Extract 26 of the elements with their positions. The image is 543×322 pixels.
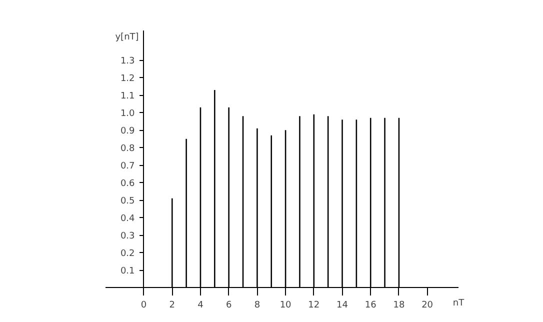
y-tick-label: 0.6 bbox=[120, 179, 136, 190]
y-tick-label: 0.7 bbox=[120, 162, 135, 172]
x-tick-label: 12 bbox=[308, 300, 320, 310]
y-axis-title: y[nT] bbox=[115, 32, 139, 42]
x-tick-label: 20 bbox=[422, 300, 434, 310]
x-tick-label: 14 bbox=[336, 300, 348, 310]
x-tick-label: 16 bbox=[364, 300, 377, 310]
x-tick-label: 0 bbox=[140, 300, 147, 310]
x-tick-label: 18 bbox=[393, 300, 405, 310]
y-tick-label: 0.2 bbox=[120, 249, 135, 260]
y-tick-label: 0.8 bbox=[120, 144, 136, 154]
y-tick-label: 0.9 bbox=[120, 126, 136, 137]
y-tick-label: 1.2 bbox=[120, 74, 135, 84]
x-tick-label: 4 bbox=[198, 300, 204, 310]
x-tick-label: 2 bbox=[169, 300, 175, 310]
x-tick-label: 8 bbox=[254, 300, 260, 310]
y-tick-label: 1.0 bbox=[120, 109, 136, 120]
y-tick-label: 0.3 bbox=[120, 232, 135, 242]
y-tick-label: 1.3 bbox=[120, 56, 135, 67]
x-tick-label: 6 bbox=[226, 300, 232, 310]
y-tick-label: 0.4 bbox=[120, 214, 136, 224]
y-tick-label: 0.1 bbox=[120, 266, 135, 277]
x-tick-label: 10 bbox=[280, 300, 292, 310]
y-tick-label: 0.5 bbox=[120, 196, 135, 207]
x-axis-title: nT bbox=[452, 298, 465, 308]
y-tick-label: 1.1 bbox=[120, 92, 135, 102]
